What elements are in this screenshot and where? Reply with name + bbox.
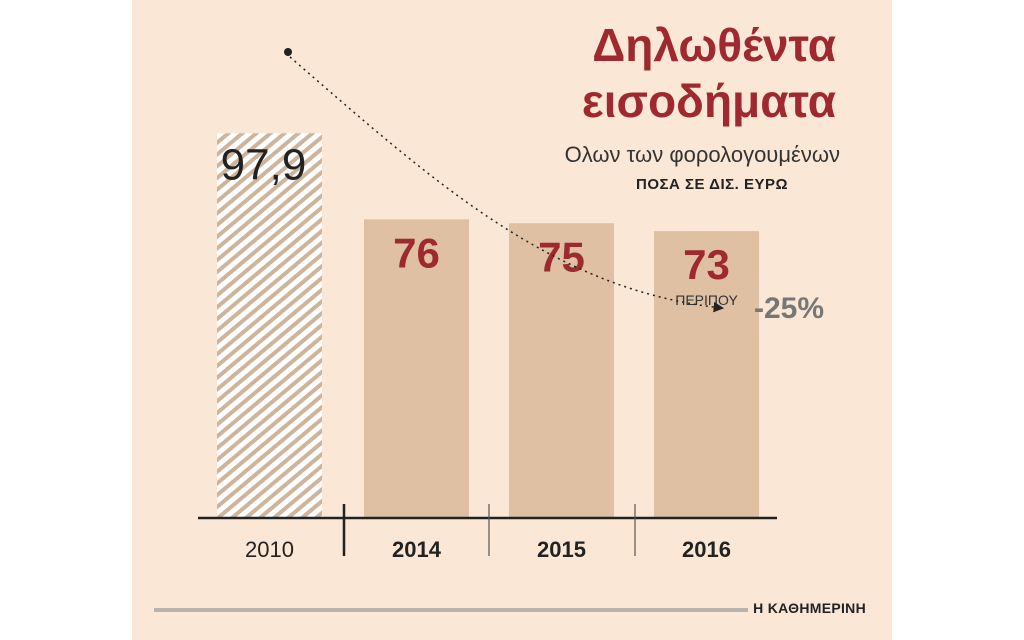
chart-title-line2: εισοδήματα xyxy=(581,75,836,127)
bar-2015 xyxy=(509,223,614,518)
bar-2014 xyxy=(364,219,469,518)
change-percent-label: -25% xyxy=(754,292,824,325)
dotted-trend-arrow xyxy=(289,56,725,313)
unit-label: ΠΟΣΑ ΣΕ ΔΙΣ. ΕΥΡΩ xyxy=(636,176,788,193)
chart-title-line1: Δηλωθέντα xyxy=(592,19,836,71)
category-label-2010: 2010 xyxy=(245,537,294,562)
category-label-2015: 2015 xyxy=(537,537,586,562)
chart-panel: 97,9 2010 76 2014 75 2015 73 ΠΕΡΙΠΟΥ 2016 -25% Δ… xyxy=(132,0,892,640)
bar-2010 xyxy=(217,133,322,519)
value-label-2016: 73 xyxy=(683,241,730,288)
value-label-2010: 97,9 xyxy=(221,140,307,189)
category-label-2014: 2014 xyxy=(392,537,442,562)
value-label-2014: 76 xyxy=(393,229,440,276)
bar-2016 xyxy=(654,231,759,519)
source-credit: Η ΚΑΘΗΜΕΡΙΝΗ xyxy=(753,600,866,616)
arrow-start-dot xyxy=(284,48,292,56)
chart-subtitle: Ολων των φορολογουμένων xyxy=(564,142,840,167)
category-label-2016: 2016 xyxy=(682,537,731,562)
value-label-2015: 75 xyxy=(538,233,585,280)
